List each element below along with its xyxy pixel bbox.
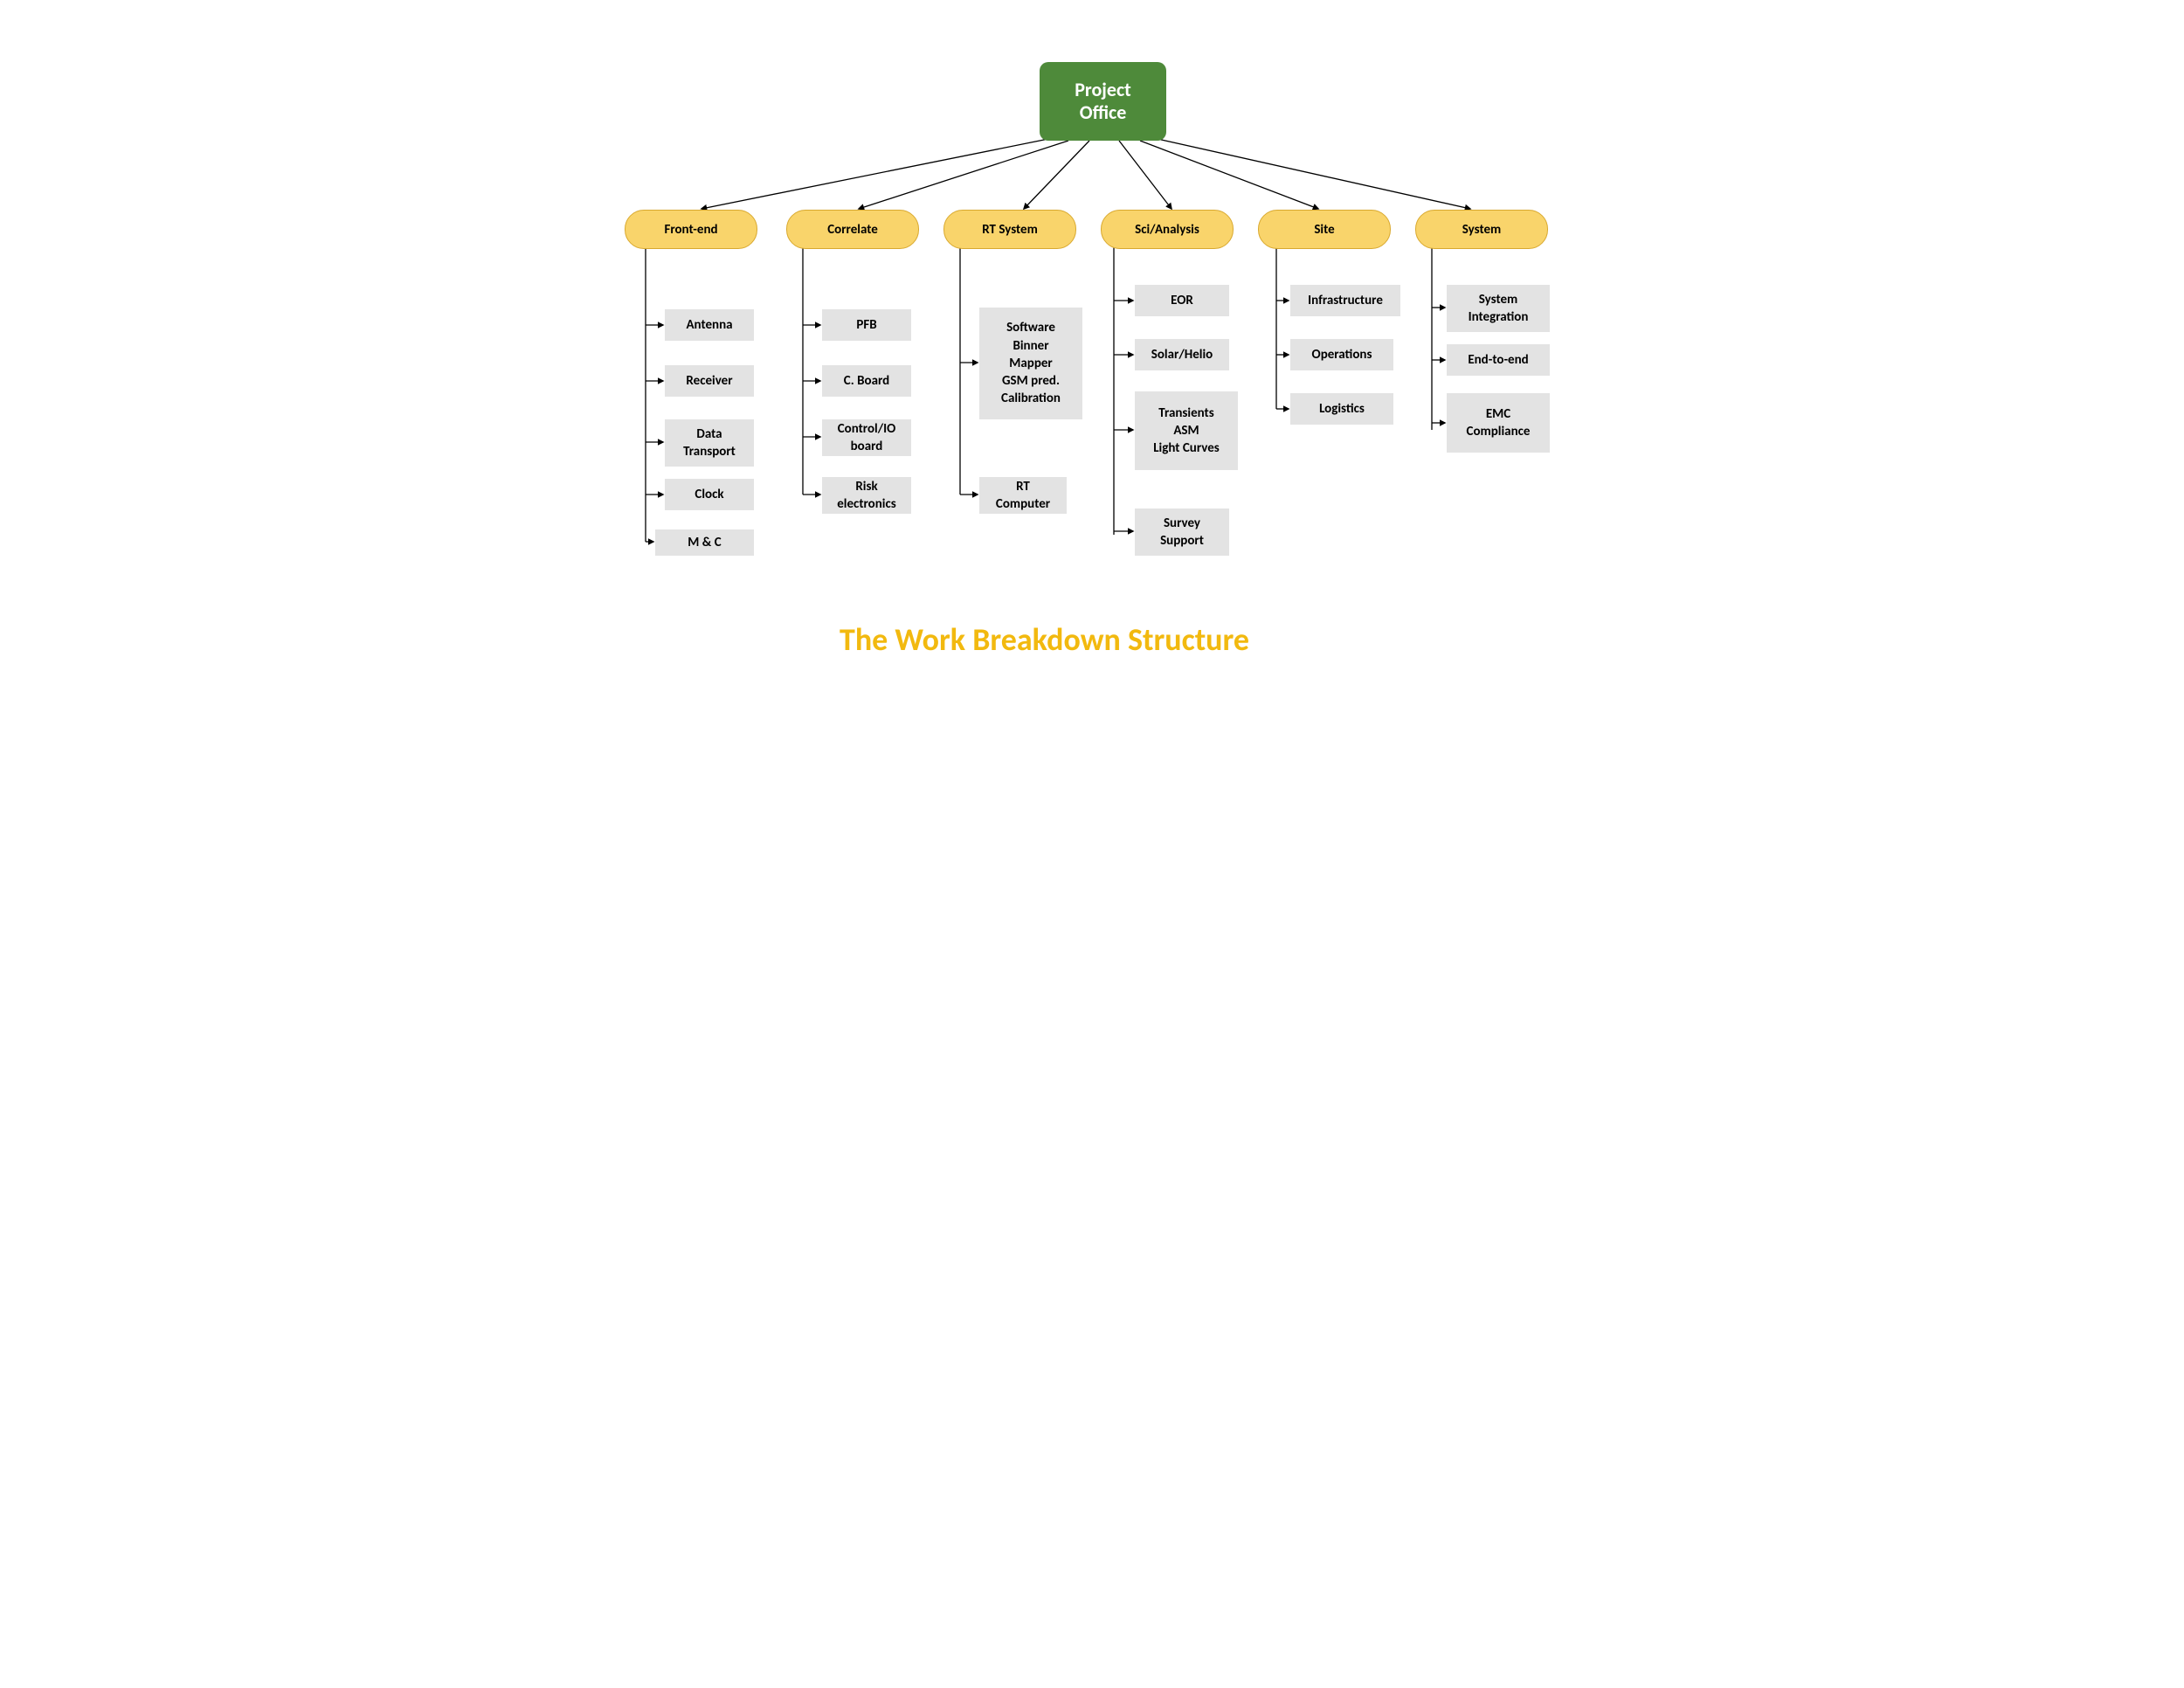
item-label: End-to-end (1468, 351, 1528, 369)
item-label: SystemIntegration (1469, 291, 1529, 327)
item-node: SurveySupport (1135, 508, 1229, 556)
item-node: SoftwareBinnerMapperGSM pred.Calibration (979, 308, 1082, 419)
item-node: EMCCompliance (1447, 393, 1550, 453)
item-label: Logistics (1319, 400, 1365, 418)
category-node: Sci/Analysis (1101, 210, 1234, 249)
item-node: Antenna (665, 309, 754, 341)
item-node: PFB (822, 309, 911, 341)
item-node: Operations (1290, 339, 1393, 370)
item-node: TransientsASMLight Curves (1135, 391, 1238, 470)
category-node: Site (1258, 210, 1391, 249)
category-label: RT System (982, 222, 1038, 238)
item-node: SystemIntegration (1447, 285, 1550, 332)
item-node: Receiver (665, 365, 754, 397)
item-label: TransientsASMLight Curves (1153, 405, 1220, 458)
category-node: RT System (943, 210, 1076, 249)
item-node: Riskelectronics (822, 477, 911, 514)
item-label: Antenna (686, 316, 732, 334)
diagram-title-text: The Work Breakdown Structure (840, 620, 1249, 659)
item-label: DataTransport (683, 425, 736, 461)
item-node: RTComputer (979, 477, 1067, 514)
item-label: Riskelectronics (837, 478, 895, 514)
item-label: Operations (1312, 346, 1372, 363)
item-node: Solar/Helio (1135, 339, 1229, 370)
item-label: C. Board (844, 372, 889, 390)
item-label: Solar/Helio (1151, 346, 1213, 363)
item-label: PFB (856, 316, 876, 334)
category-label: System (1462, 222, 1501, 238)
wbs-diagram: ProjectOffice Front-end Correlate RT Syste… (546, 0, 1638, 844)
category-node: Front-end (625, 210, 757, 249)
item-label: SurveySupport (1160, 515, 1204, 550)
category-label: Sci/Analysis (1135, 222, 1199, 238)
root-label: ProjectOffice (1075, 79, 1131, 125)
item-node: C. Board (822, 365, 911, 397)
item-node: Logistics (1290, 393, 1393, 425)
root-node: ProjectOffice (1040, 62, 1166, 141)
item-label: Infrastructure (1308, 292, 1383, 309)
item-node: Infrastructure (1290, 285, 1400, 316)
item-node: Clock (665, 479, 754, 510)
category-node: System (1415, 210, 1548, 249)
item-label: M & C (688, 534, 721, 551)
item-label: Receiver (686, 372, 732, 390)
item-label: Control/IOboard (838, 420, 896, 456)
category-node: Correlate (786, 210, 919, 249)
category-label: Correlate (827, 222, 878, 238)
item-node: DataTransport (665, 419, 754, 467)
item-node: Control/IOboard (822, 419, 911, 456)
item-label: SoftwareBinnerMapperGSM pred.Calibration (1001, 319, 1061, 407)
item-label: EMCCompliance (1467, 405, 1531, 441)
item-node: End-to-end (1447, 344, 1550, 376)
item-node: EOR (1135, 285, 1229, 316)
item-label: RTComputer (996, 478, 1050, 514)
item-label: EOR (1171, 292, 1193, 309)
category-label: Front-end (664, 222, 717, 238)
category-label: Site (1314, 222, 1334, 238)
item-node: M & C (655, 529, 754, 556)
item-label: Clock (695, 486, 723, 503)
diagram-title: The Work Breakdown Structure (840, 620, 1249, 659)
